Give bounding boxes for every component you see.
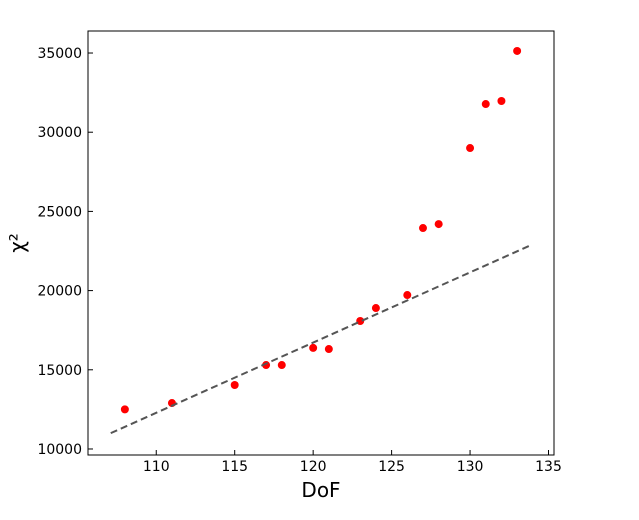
x-tick-label: 110 bbox=[143, 459, 170, 475]
point bbox=[230, 380, 239, 389]
plot-frame bbox=[87, 30, 555, 456]
point bbox=[120, 405, 129, 414]
y-tick-label: 20000 bbox=[37, 284, 82, 300]
point bbox=[371, 304, 380, 313]
y-tick-label: 15000 bbox=[37, 363, 82, 379]
x-tick-label: 115 bbox=[221, 459, 248, 475]
point bbox=[513, 46, 522, 55]
x-tick-label: 125 bbox=[378, 459, 405, 475]
fit-line bbox=[110, 244, 532, 435]
point bbox=[497, 97, 506, 106]
y-tick-label: 10000 bbox=[37, 442, 82, 458]
point bbox=[403, 291, 412, 300]
point bbox=[481, 100, 490, 109]
y-axis-label: χ² bbox=[5, 233, 29, 253]
point bbox=[277, 361, 286, 370]
point bbox=[309, 343, 318, 352]
point bbox=[324, 345, 333, 354]
point bbox=[418, 224, 427, 233]
y-tick-label: 35000 bbox=[37, 46, 82, 62]
y-tick-label: 25000 bbox=[37, 204, 82, 220]
x-tick-label: 130 bbox=[457, 459, 484, 475]
point bbox=[262, 361, 271, 370]
x-axis-label: DoF bbox=[301, 478, 340, 502]
x-tick-label: 120 bbox=[300, 459, 327, 475]
x-tick-label: 135 bbox=[535, 459, 562, 475]
y-tick-label: 30000 bbox=[37, 125, 82, 141]
point bbox=[434, 220, 443, 229]
point bbox=[466, 144, 475, 153]
